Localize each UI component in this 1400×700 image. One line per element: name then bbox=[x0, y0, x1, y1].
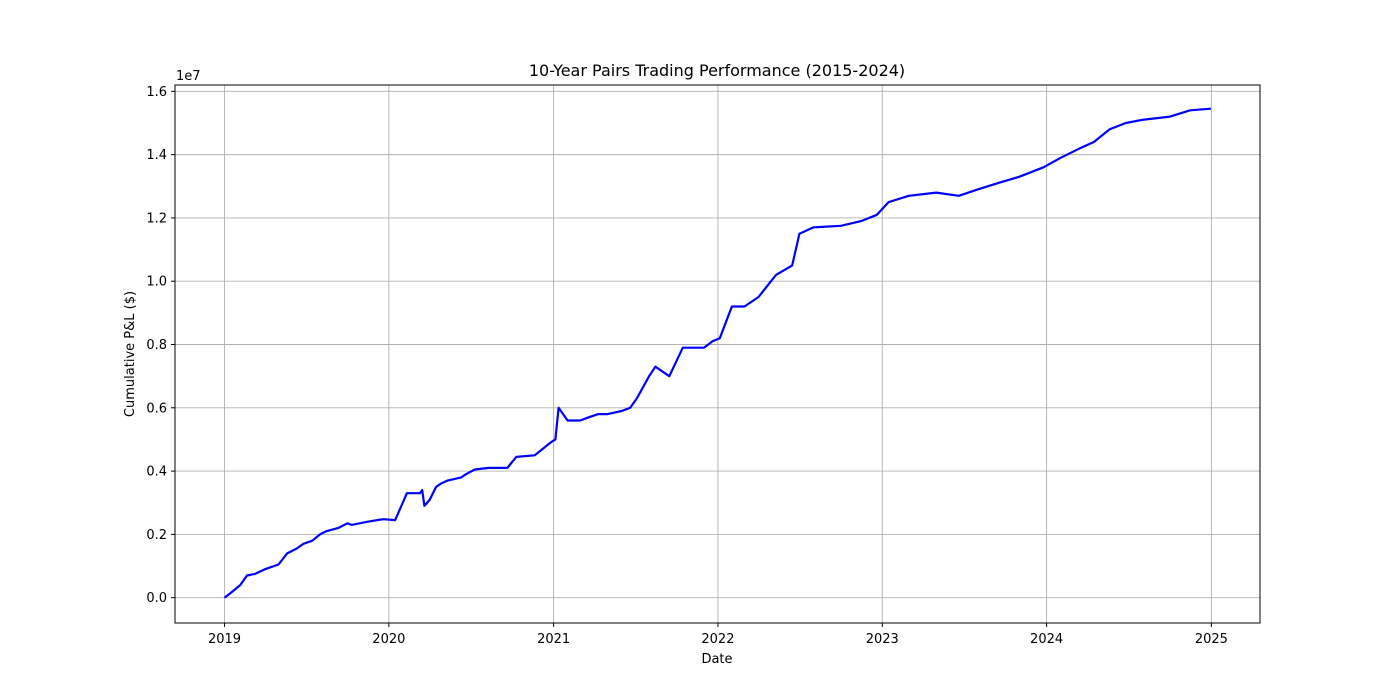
y-tick-label: 1.2 bbox=[146, 211, 167, 226]
y-tick-label: 0.2 bbox=[146, 528, 167, 543]
x-tick-label: 2019 bbox=[208, 632, 241, 647]
y-tick-label: 0.0 bbox=[146, 591, 167, 606]
y-tick-label: 1.4 bbox=[146, 148, 167, 163]
x-tick-label: 2021 bbox=[537, 632, 570, 647]
grid-lines bbox=[175, 85, 1260, 623]
y-axis-offset-label: 1e7 bbox=[176, 69, 201, 84]
x-tick-label: 2022 bbox=[701, 632, 734, 647]
x-tick-label: 2020 bbox=[372, 632, 405, 647]
chart-title: 10-Year Pairs Trading Performance (2015-… bbox=[529, 61, 905, 80]
y-tick-label: 0.8 bbox=[146, 338, 167, 353]
x-tick-label: 2023 bbox=[866, 632, 899, 647]
x-axis-label: Date bbox=[701, 652, 732, 667]
plot-area-frame bbox=[174, 84, 1261, 624]
x-tick-label: 2025 bbox=[1195, 632, 1228, 647]
y-tick-label: 0.6 bbox=[146, 401, 167, 416]
series-layer bbox=[223, 107, 1211, 599]
axis-ticks: 2019 2020 2021 2022 2023 2024 2025 0.0 0.2 0.4 0.6… bbox=[146, 85, 1228, 647]
y-tick-label: 1.0 bbox=[146, 275, 167, 290]
x-tick-label: 2024 bbox=[1030, 632, 1063, 647]
y-tick-label: 1.6 bbox=[146, 85, 167, 100]
series-line bbox=[223, 107, 1211, 599]
y-tick-label: 0.4 bbox=[146, 465, 167, 480]
y-axis-label: Cumulative P&L ($) bbox=[123, 291, 138, 417]
